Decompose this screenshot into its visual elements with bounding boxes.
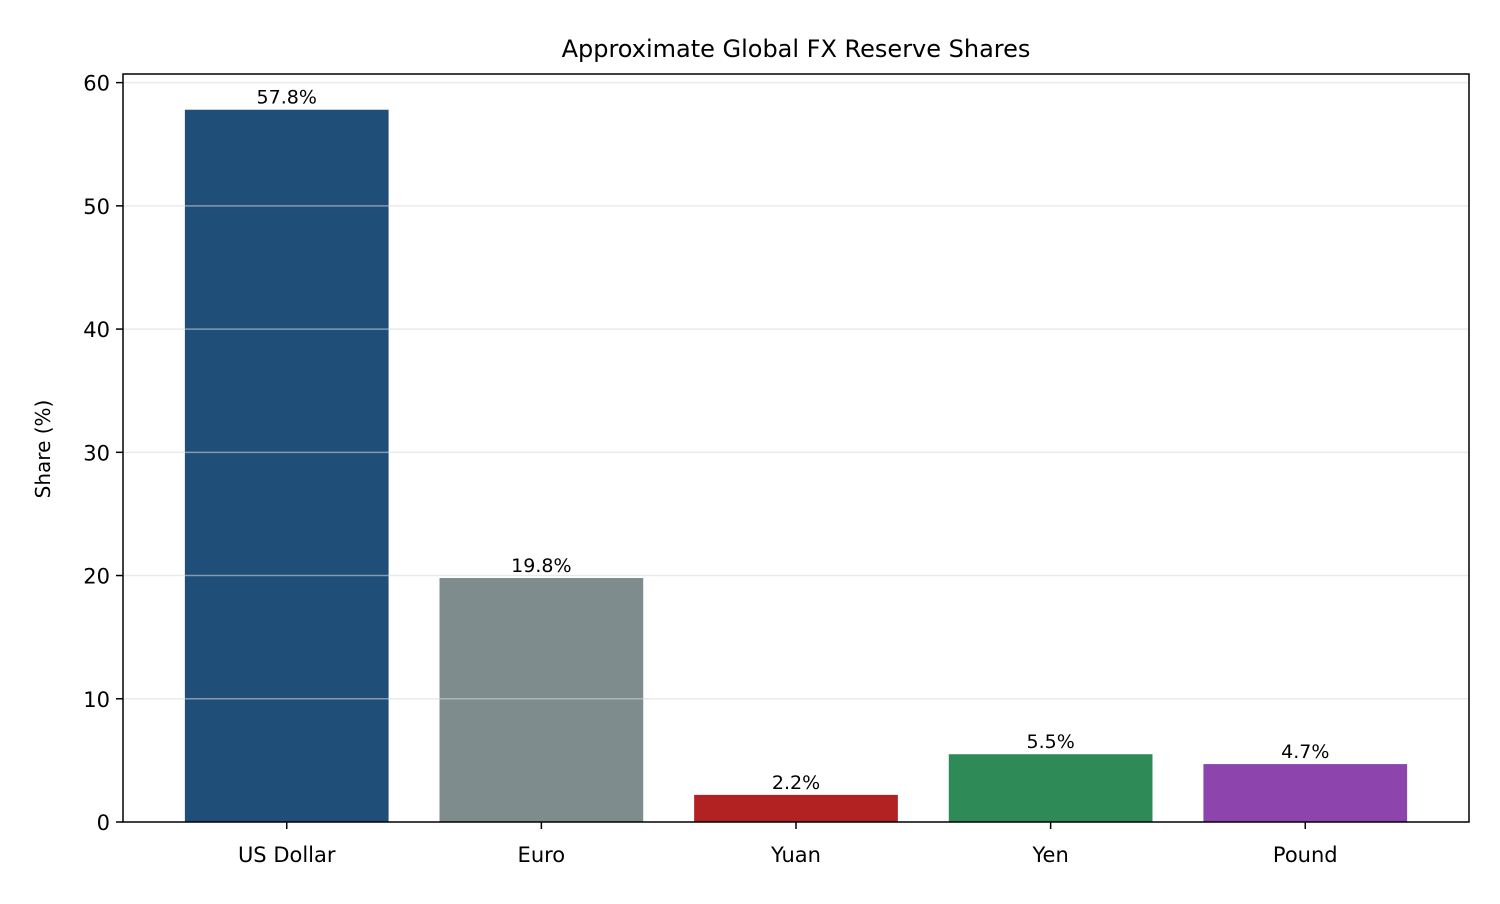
y-tick-label: 0 [97,811,110,835]
bar-euro [439,578,644,822]
data-label: 19.8% [511,555,571,577]
data-label: 5.5% [1026,731,1074,753]
gridlines [123,81,1469,700]
bars [184,109,1408,823]
x-axis-ticks: US Dollar Euro Yuan Yen Pound [238,822,1338,867]
chart-title: Approximate Global FX Reserve Shares [562,35,1031,63]
x-tick-label: Yen [1031,843,1068,867]
y-axis-label: Share (%) [31,400,55,499]
plot-frame [122,73,1470,823]
y-axis-ticks: 0 10 20 30 40 50 60 [83,72,123,835]
y-tick-label: 60 [83,72,110,96]
y-tick-label: 30 [83,441,110,465]
y-tick-label: 40 [83,318,110,342]
bar-us-dollar [184,109,389,823]
y-tick-label: 50 [83,195,110,219]
y-tick-label: 10 [83,688,110,712]
x-tick-label: Pound [1273,843,1338,867]
data-label: 2.2% [772,772,820,794]
x-tick-label: Yuan [770,843,821,867]
y-tick-label: 20 [83,565,110,589]
x-tick-label: Euro [518,843,566,867]
bar-yuan [694,794,898,822]
x-tick-label: US Dollar [238,843,336,867]
data-label: 4.7% [1281,741,1329,763]
bar-yen [948,754,1153,822]
bar-pound [1203,764,1408,822]
data-labels: 57.8% 19.8% 2.2% 5.5% 4.7% [257,87,1330,794]
data-label: 57.8% [257,87,317,109]
